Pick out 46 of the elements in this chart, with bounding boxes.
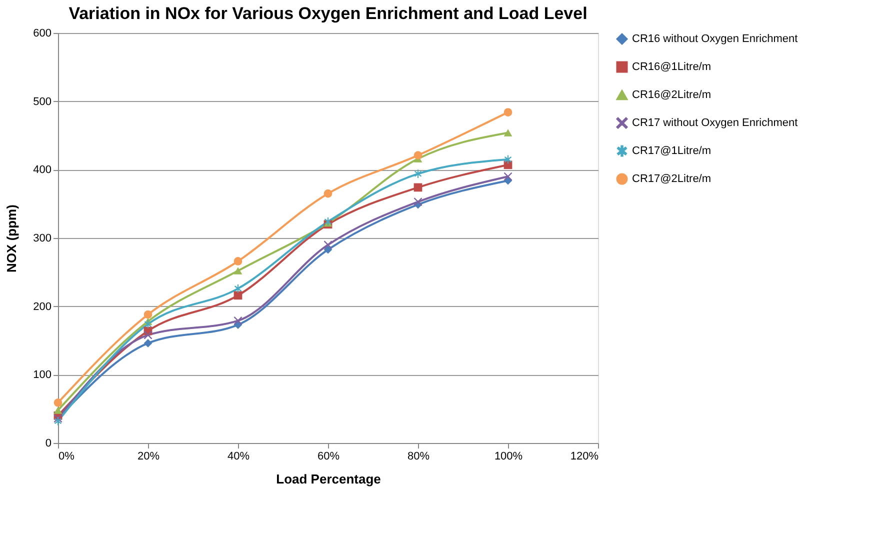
x-tick-label: 120% [570,450,599,462]
point [234,267,242,274]
point [414,198,422,206]
point [324,245,332,254]
y-tick-label: 400 [33,164,52,176]
point [234,284,242,293]
point [144,320,152,328]
y-tick-label: 100 [33,369,52,382]
x-tick-label: 80% [407,450,430,462]
y-tick-label: 500 [33,96,52,108]
x-tick-label: 40% [227,450,250,462]
point [414,151,422,160]
x-tick-label: 60% [317,450,340,462]
point [414,170,422,178]
point [504,155,512,164]
x-tick-label: 100% [494,450,523,462]
chart-title: Variation in NOx for Various Oxygen Enrichment and Load Level [68,4,588,23]
point [414,183,422,192]
point [54,398,62,407]
point [144,310,152,319]
point [234,257,242,266]
y-tick-label: 200 [33,300,52,313]
x-tick-label: 0% [58,450,75,462]
y-tick-label: 300 [33,232,52,244]
y-axis-title: NOX (ppm) [4,204,20,272]
legend-label: CR16@2Litre/m [632,89,712,101]
point [504,108,512,116]
point [144,330,152,340]
point [234,291,242,300]
point [144,339,152,348]
point [324,240,332,250]
point [504,172,512,181]
x-tick-label: 20% [137,450,160,462]
point [54,416,62,426]
y-tick-label: 600 [33,28,52,40]
point [234,316,242,325]
legend-label: CR16@1Litre/m [632,61,712,73]
legend-label: CR17@2Litre/m [632,173,712,185]
legend-label: CR17 without Oxygen Enrichment [632,117,798,129]
y-tick-label: 0 [45,438,52,450]
legend-label: CR16 without Oxygen Enrichment [632,33,798,45]
point [54,406,62,414]
point [324,189,332,198]
legend-label: CR17@1Litre/m [632,145,712,157]
point [504,129,512,136]
x-axis-title: Load Percentage [276,472,381,486]
